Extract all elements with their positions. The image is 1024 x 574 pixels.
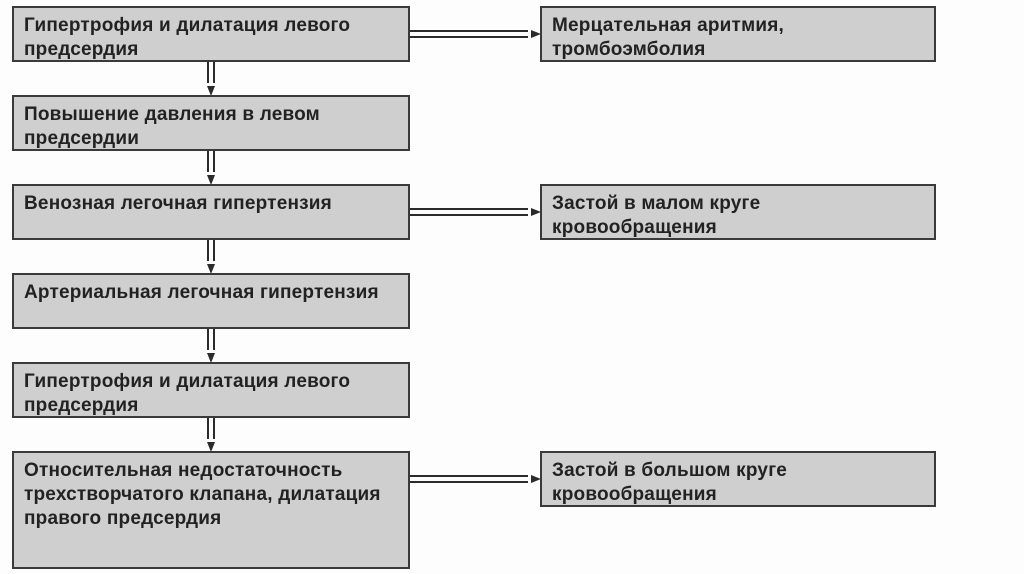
flow-node-n1: Гипертрофия и дилатация левого предсерди… [12,6,410,62]
flow-node-n9: Застой в большом круге кровообращения [540,451,936,507]
arrow [410,209,540,215]
flow-node-n7: Гипертрофия и дилатация левого предсерди… [12,362,410,418]
flow-node-n8: Относительная недостаточность трехстворч… [12,451,410,569]
flow-node-n4: Венозная легочная гипертензия [12,184,410,240]
arrow [410,476,540,482]
arrow [208,418,214,451]
arrow [208,62,214,95]
arrow [208,151,214,184]
flow-node-n3: Повышение давления в левом предсердии [12,95,410,151]
flow-node-n6: Артериальная легочная гипертензия [12,273,410,329]
arrow [208,240,214,273]
flowchart-canvas: Гипертрофия и дилатация левого предсерди… [0,0,1024,574]
arrow [208,329,214,362]
flow-node-n2: Мерцательная аритмия, тромбоэмболия [540,6,936,62]
flow-node-n5: Застой в малом круге кровообращения [540,184,936,240]
arrow [410,31,540,37]
